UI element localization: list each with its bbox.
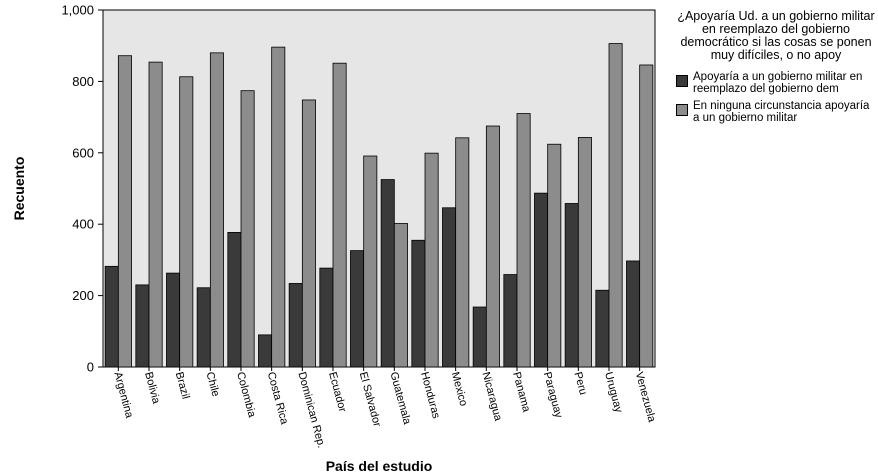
x-tick-label: Panama <box>510 371 532 415</box>
legend-label-support: Apoyaría a un gobierno militar en reempl… <box>693 71 863 95</box>
plot-area <box>102 9 656 368</box>
x-tick-label: Colombia <box>234 371 258 420</box>
bar-support-argentina <box>104 265 119 368</box>
x-axis-title: País del estudio <box>326 458 433 474</box>
bar-support-chile <box>196 287 211 368</box>
x-tick-label: Guatemala <box>387 371 413 427</box>
y-tick-label: 800 <box>72 74 94 89</box>
y-axis: 0 200 400 600 800 1,000 <box>61 3 103 375</box>
bar-support-costa-rica <box>258 334 273 368</box>
y-tick-label: 0 <box>87 360 94 375</box>
x-tick-label: Dominican Rep. <box>295 371 327 450</box>
bar-oppose-honduras <box>424 152 439 368</box>
bar-oppose-mexico <box>455 137 470 368</box>
x-tick-label: Paraguay <box>541 371 565 420</box>
x-tick-label: Costa Rica <box>265 371 291 427</box>
bar-oppose-brazil <box>179 76 194 368</box>
bar-support-paraguay <box>534 192 549 368</box>
bar-support-uruguay <box>595 289 610 368</box>
x-tick-label: Brazil <box>173 371 192 401</box>
bar-support-panama <box>503 274 518 368</box>
legend-swatch-oppose <box>676 104 688 116</box>
bar-support-peru <box>564 203 579 368</box>
x-tick-label: Chile <box>203 371 221 398</box>
bar-oppose-venezuela <box>639 64 654 368</box>
bar-oppose-guatemala <box>393 223 408 368</box>
x-tick-label: Peru <box>571 371 589 397</box>
bar-oppose-chile <box>209 52 224 368</box>
y-tick-label: 1,000 <box>61 3 94 18</box>
bar-oppose-colombia <box>240 90 255 368</box>
bar-support-honduras <box>411 239 426 368</box>
y-tick-label: 200 <box>72 288 94 303</box>
bar-oppose-uruguay <box>608 43 623 368</box>
x-tick-label: Nicaragua <box>479 371 504 423</box>
y-tick-label: 400 <box>72 217 94 232</box>
x-tick-label: Ecuador <box>326 371 348 414</box>
bar-support-el-salvador <box>350 250 365 368</box>
legend-swatch-support <box>676 75 688 87</box>
bar-oppose-paraguay <box>547 143 562 368</box>
bar-oppose-dominican-rep- <box>301 99 316 368</box>
x-tick-label: Venezuela <box>633 371 658 425</box>
bar-oppose-bolivia <box>148 61 163 368</box>
legend-item-oppose: En ninguna circunstancia apoyaría a un g… <box>676 100 876 124</box>
bar-support-bolivia <box>135 284 150 368</box>
legend-title: ¿Apoyaría Ud. a un gobierno militar en r… <box>677 9 875 62</box>
bar-support-venezuela <box>626 260 641 368</box>
bar-oppose-peru <box>577 137 592 368</box>
bar-oppose-nicaragua <box>485 125 500 368</box>
bar-support-mexico <box>442 207 457 368</box>
x-tick-label: Uruguay <box>602 371 624 415</box>
x-tick-label: Bolivia <box>142 371 162 406</box>
y-axis-title: Recuento <box>11 157 27 221</box>
x-tick-label: Argentina <box>111 371 135 420</box>
bar-support-nicaragua <box>472 306 487 368</box>
bar-oppose-costa-rica <box>271 46 286 368</box>
bar-support-dominican-rep- <box>288 283 303 368</box>
bar-oppose-ecuador <box>332 62 347 368</box>
x-tick-label: El Salvador <box>357 371 383 429</box>
bars-group <box>104 43 654 368</box>
x-tick-label: Honduras <box>418 371 442 421</box>
bar-oppose-panama <box>516 113 531 368</box>
bar-support-brazil <box>166 272 181 368</box>
bar-support-ecuador <box>319 267 334 368</box>
legend-label-oppose: En ninguna circunstancia apoyaría a un g… <box>693 100 870 124</box>
x-tick-label: Mexico <box>449 371 470 408</box>
x-axis: Argentina Bolivia Brazil Chile Colombia Costa… <box>111 367 658 450</box>
y-tick-label: 600 <box>72 145 94 160</box>
bar-support-guatemala <box>380 179 395 368</box>
bar-oppose-el-salvador <box>363 155 378 368</box>
legend: ¿Apoyaría Ud. a un gobierno militar en r… <box>676 10 876 130</box>
legend-item-support: Apoyaría a un gobierno militar en reempl… <box>676 71 876 95</box>
bar-support-colombia <box>227 232 242 368</box>
bar-oppose-argentina <box>117 55 132 368</box>
